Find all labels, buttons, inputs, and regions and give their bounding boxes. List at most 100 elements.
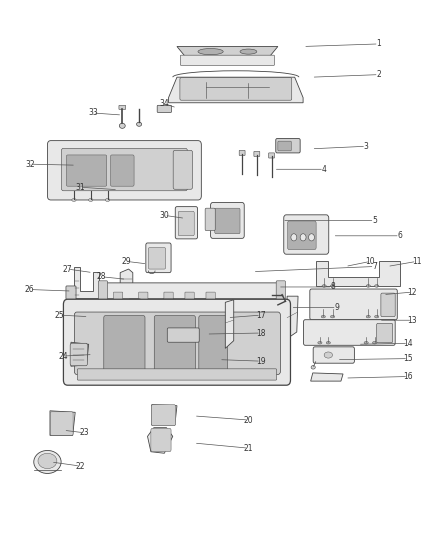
FancyBboxPatch shape bbox=[254, 151, 260, 157]
Text: 29: 29 bbox=[122, 257, 131, 266]
Text: 16: 16 bbox=[403, 372, 413, 381]
FancyBboxPatch shape bbox=[98, 281, 108, 301]
Polygon shape bbox=[225, 300, 234, 349]
Text: 26: 26 bbox=[25, 285, 35, 294]
Ellipse shape bbox=[88, 198, 93, 201]
FancyBboxPatch shape bbox=[194, 298, 205, 305]
FancyBboxPatch shape bbox=[130, 298, 140, 305]
Ellipse shape bbox=[374, 316, 379, 318]
FancyBboxPatch shape bbox=[50, 412, 73, 435]
Ellipse shape bbox=[324, 352, 332, 358]
FancyBboxPatch shape bbox=[157, 106, 172, 112]
FancyBboxPatch shape bbox=[148, 247, 166, 269]
Ellipse shape bbox=[240, 49, 257, 54]
FancyBboxPatch shape bbox=[310, 289, 397, 320]
Text: 13: 13 bbox=[408, 316, 417, 325]
Text: 6: 6 bbox=[397, 231, 402, 240]
Ellipse shape bbox=[330, 285, 335, 287]
FancyBboxPatch shape bbox=[164, 292, 173, 300]
FancyBboxPatch shape bbox=[151, 405, 176, 426]
FancyBboxPatch shape bbox=[146, 243, 171, 273]
FancyBboxPatch shape bbox=[66, 286, 76, 299]
Text: 4: 4 bbox=[321, 165, 327, 174]
Text: 9: 9 bbox=[334, 303, 339, 312]
FancyBboxPatch shape bbox=[180, 78, 292, 100]
FancyBboxPatch shape bbox=[61, 148, 187, 191]
Ellipse shape bbox=[137, 122, 141, 126]
Text: 10: 10 bbox=[366, 257, 375, 266]
Ellipse shape bbox=[330, 316, 335, 318]
FancyBboxPatch shape bbox=[163, 298, 174, 305]
Text: 12: 12 bbox=[408, 288, 417, 296]
FancyBboxPatch shape bbox=[205, 208, 215, 231]
FancyBboxPatch shape bbox=[206, 292, 215, 300]
FancyBboxPatch shape bbox=[67, 155, 107, 186]
Ellipse shape bbox=[321, 316, 325, 318]
Text: 14: 14 bbox=[403, 339, 413, 348]
Text: 34: 34 bbox=[159, 99, 169, 108]
FancyBboxPatch shape bbox=[173, 150, 193, 189]
Polygon shape bbox=[316, 261, 400, 286]
FancyBboxPatch shape bbox=[276, 139, 300, 153]
Ellipse shape bbox=[366, 285, 371, 287]
FancyBboxPatch shape bbox=[77, 369, 277, 380]
Text: 28: 28 bbox=[96, 272, 106, 281]
FancyBboxPatch shape bbox=[119, 106, 126, 109]
Ellipse shape bbox=[106, 198, 110, 201]
Text: 19: 19 bbox=[256, 357, 266, 366]
Polygon shape bbox=[71, 342, 88, 366]
FancyBboxPatch shape bbox=[276, 281, 286, 301]
Text: 17: 17 bbox=[256, 311, 266, 320]
FancyBboxPatch shape bbox=[100, 283, 283, 298]
FancyBboxPatch shape bbox=[180, 55, 275, 66]
FancyBboxPatch shape bbox=[47, 141, 201, 200]
FancyBboxPatch shape bbox=[268, 153, 275, 158]
Text: 27: 27 bbox=[63, 264, 72, 273]
Ellipse shape bbox=[198, 49, 223, 55]
FancyBboxPatch shape bbox=[284, 215, 329, 254]
Text: 24: 24 bbox=[59, 352, 68, 360]
FancyBboxPatch shape bbox=[167, 328, 199, 342]
Polygon shape bbox=[50, 411, 75, 435]
FancyBboxPatch shape bbox=[81, 309, 93, 321]
Text: 7: 7 bbox=[372, 262, 377, 271]
Text: 31: 31 bbox=[75, 183, 85, 192]
Text: 3: 3 bbox=[364, 142, 369, 151]
Text: 2: 2 bbox=[376, 70, 381, 79]
Polygon shape bbox=[311, 373, 343, 381]
Text: 20: 20 bbox=[244, 416, 253, 424]
FancyBboxPatch shape bbox=[278, 141, 291, 151]
Ellipse shape bbox=[119, 123, 125, 128]
Text: 8: 8 bbox=[330, 282, 335, 292]
Text: 5: 5 bbox=[372, 216, 377, 225]
Text: 23: 23 bbox=[80, 429, 89, 437]
Ellipse shape bbox=[372, 342, 377, 344]
Circle shape bbox=[291, 234, 297, 241]
FancyBboxPatch shape bbox=[381, 293, 395, 317]
Ellipse shape bbox=[364, 342, 368, 344]
Ellipse shape bbox=[38, 453, 57, 469]
Polygon shape bbox=[148, 427, 173, 453]
Circle shape bbox=[300, 234, 306, 241]
FancyBboxPatch shape bbox=[110, 155, 134, 186]
FancyBboxPatch shape bbox=[304, 320, 395, 345]
FancyBboxPatch shape bbox=[239, 150, 245, 156]
Ellipse shape bbox=[374, 285, 379, 287]
Ellipse shape bbox=[326, 342, 330, 344]
Ellipse shape bbox=[72, 198, 76, 201]
FancyBboxPatch shape bbox=[377, 324, 392, 343]
FancyBboxPatch shape bbox=[151, 428, 171, 452]
Polygon shape bbox=[177, 46, 278, 56]
FancyBboxPatch shape bbox=[215, 208, 240, 234]
Ellipse shape bbox=[318, 342, 322, 344]
Text: 22: 22 bbox=[75, 462, 85, 471]
FancyBboxPatch shape bbox=[74, 312, 280, 375]
Ellipse shape bbox=[34, 450, 61, 473]
FancyBboxPatch shape bbox=[287, 221, 316, 249]
Text: 25: 25 bbox=[54, 311, 64, 320]
Text: 30: 30 bbox=[159, 211, 169, 220]
Text: 15: 15 bbox=[403, 354, 413, 363]
FancyBboxPatch shape bbox=[175, 207, 198, 239]
Circle shape bbox=[308, 234, 314, 241]
FancyBboxPatch shape bbox=[211, 203, 244, 238]
